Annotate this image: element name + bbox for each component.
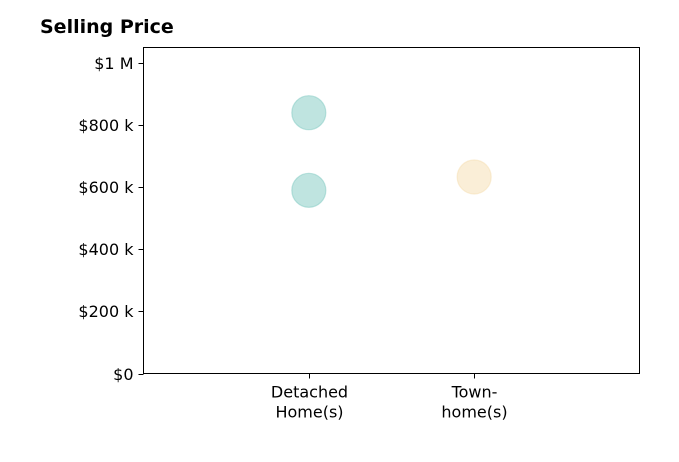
scatter-point	[291, 172, 327, 208]
y-tick-label: $1 M	[94, 54, 133, 73]
x-axis: Detached Home(s) Town-home(s)	[271, 373, 508, 422]
plot-area-frame	[143, 47, 640, 374]
scatter-point	[291, 95, 327, 131]
data-points	[291, 95, 492, 208]
y-tick-label: $400 k	[78, 240, 134, 259]
y-tick-label: $600 k	[78, 178, 134, 197]
y-axis: $0 $200 k $400 k $600 k $800 k $1 M	[78, 54, 144, 384]
y-tick-label: $0	[113, 365, 133, 384]
x-tick-label: Detached Home(s)	[271, 383, 348, 422]
y-tick-label: $800 k	[78, 116, 134, 135]
y-tick-label: $200 k	[78, 302, 134, 321]
chart-title: Selling Price	[40, 16, 174, 38]
scatter-point	[456, 159, 492, 195]
x-tick-label: Town-home(s)	[441, 383, 507, 422]
